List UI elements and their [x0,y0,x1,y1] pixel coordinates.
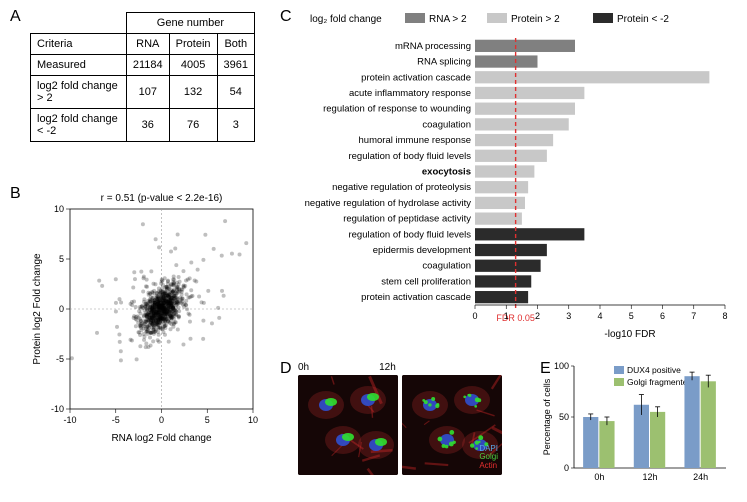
svg-text:Percentage of cells: Percentage of cells [542,378,552,455]
svg-text:Golgi fragmented: Golgi fragmented [627,377,692,387]
svg-text:exocytosis: exocytosis [422,167,471,178]
percentage-bar-chart: DUX4 positive Golgi fragmented 0 50 100Perce… [540,360,730,488]
svg-text:-10: -10 [63,415,76,425]
svg-text:12h: 12h [642,472,657,482]
svg-text:RNA log2 Fold change: RNA log2 Fold change [111,433,212,444]
svg-text:3: 3 [566,311,571,321]
panel-b: B -10-10 -5 -5 0 0 5 5 10 10 RNA log2 Fold change… [10,185,260,465]
svg-text:coagulation: coagulation [422,261,471,272]
svg-text:10: 10 [54,204,64,214]
svg-text:0: 0 [472,311,477,321]
svg-text:50: 50 [559,412,569,422]
svg-text:RNA splicing: RNA splicing [417,57,471,68]
svg-text:0: 0 [159,415,164,425]
svg-text:negative regulation of hydrola: negative regulation of hydrolase activit… [305,198,472,209]
svg-text:acute inflammatory response: acute inflammatory response [349,88,471,99]
svg-text:humoral immune response: humoral immune response [359,135,471,146]
micrograph-0h [298,375,398,475]
svg-text:RNA > 2: RNA > 2 [429,14,467,25]
svg-text:5: 5 [629,311,634,321]
svg-text:r = 0.51 (p-value < 2.2e-16): r = 0.51 (p-value < 2.2e-16) [101,193,223,204]
panel-b-label: B [10,185,21,203]
panel-a: A Gene numberCriteriaRNAProteinBothMeasu… [10,8,255,142]
svg-text:protein activation cascade: protein activation cascade [361,72,471,83]
svg-text:Protein log2 Fold change: Protein log2 Fold change [32,253,43,365]
svg-text:FDR 0.05: FDR 0.05 [496,313,535,323]
svg-text:6: 6 [660,311,665,321]
svg-text:Protein > 2: Protein > 2 [511,14,560,25]
svg-text:regulation of body fluid level: regulation of body fluid levels [348,151,471,162]
svg-text:1: 1 [504,311,509,321]
gene-number-table: Gene numberCriteriaRNAProteinBothMeasure… [30,12,255,142]
svg-text:negative regulation of proteol: negative regulation of proteolysis [332,182,471,193]
svg-text:regulation of body fluid level: regulation of body fluid levels [348,229,471,240]
svg-text:5: 5 [59,254,64,264]
panel-e-label: E [540,360,551,378]
svg-text:-5: -5 [56,354,64,364]
svg-text:stem cell proliferation: stem cell proliferation [381,276,471,287]
svg-text:log₂ fold change: log₂ fold change [310,14,382,25]
svg-text:8: 8 [722,311,727,321]
svg-text:epidermis development: epidermis development [373,245,472,256]
svg-text:0h: 0h [594,472,604,482]
svg-text:DUX4 positive: DUX4 positive [627,365,681,375]
time-12h: 12h [379,362,396,373]
panel-e: E DUX4 positive Golgi fragmented 0 50 100Per… [540,360,730,490]
panel-c-label: C [280,8,292,26]
svg-text:-log10 FDR: -log10 FDR [604,329,655,340]
svg-text:7: 7 [691,311,696,321]
svg-text:10: 10 [248,415,258,425]
svg-text:0: 0 [564,463,569,473]
go-bar-chart: log₂ fold change RNA > 2 Protein > 2 Protei… [280,8,735,343]
stain-legend: DAPIGolgiActin [479,445,498,471]
panel-d: D 0h 12h DAPIGolgiActin [280,360,520,490]
micrograph-12h: DAPIGolgiActin [402,375,502,475]
scatter-plot: -10-10 -5 -5 0 0 5 5 10 10 RNA log2 Fold change Pr… [28,187,263,447]
svg-text:coagulation: coagulation [422,119,471,130]
time-0h: 0h [298,362,309,373]
svg-text:5: 5 [205,415,210,425]
svg-text:0: 0 [59,304,64,314]
svg-text:24h: 24h [693,472,708,482]
panel-d-label: D [280,360,292,378]
svg-text:4: 4 [597,311,602,321]
svg-text:2: 2 [535,311,540,321]
svg-text:mRNA processing: mRNA processing [395,41,471,52]
svg-text:protein activation cascade: protein activation cascade [361,292,471,303]
svg-text:-5: -5 [112,415,120,425]
panel-c: C log₂ fold change RNA > 2 Protein > 2 Prot… [280,8,735,348]
svg-text:Protein < -2: Protein < -2 [617,14,669,25]
panel-a-label: A [10,8,21,26]
svg-text:regulation of peptidase activi: regulation of peptidase activity [343,214,471,225]
svg-text:100: 100 [554,361,569,371]
svg-text:regulation of response to woun: regulation of response to wounding [323,104,471,115]
svg-text:-10: -10 [51,404,64,414]
